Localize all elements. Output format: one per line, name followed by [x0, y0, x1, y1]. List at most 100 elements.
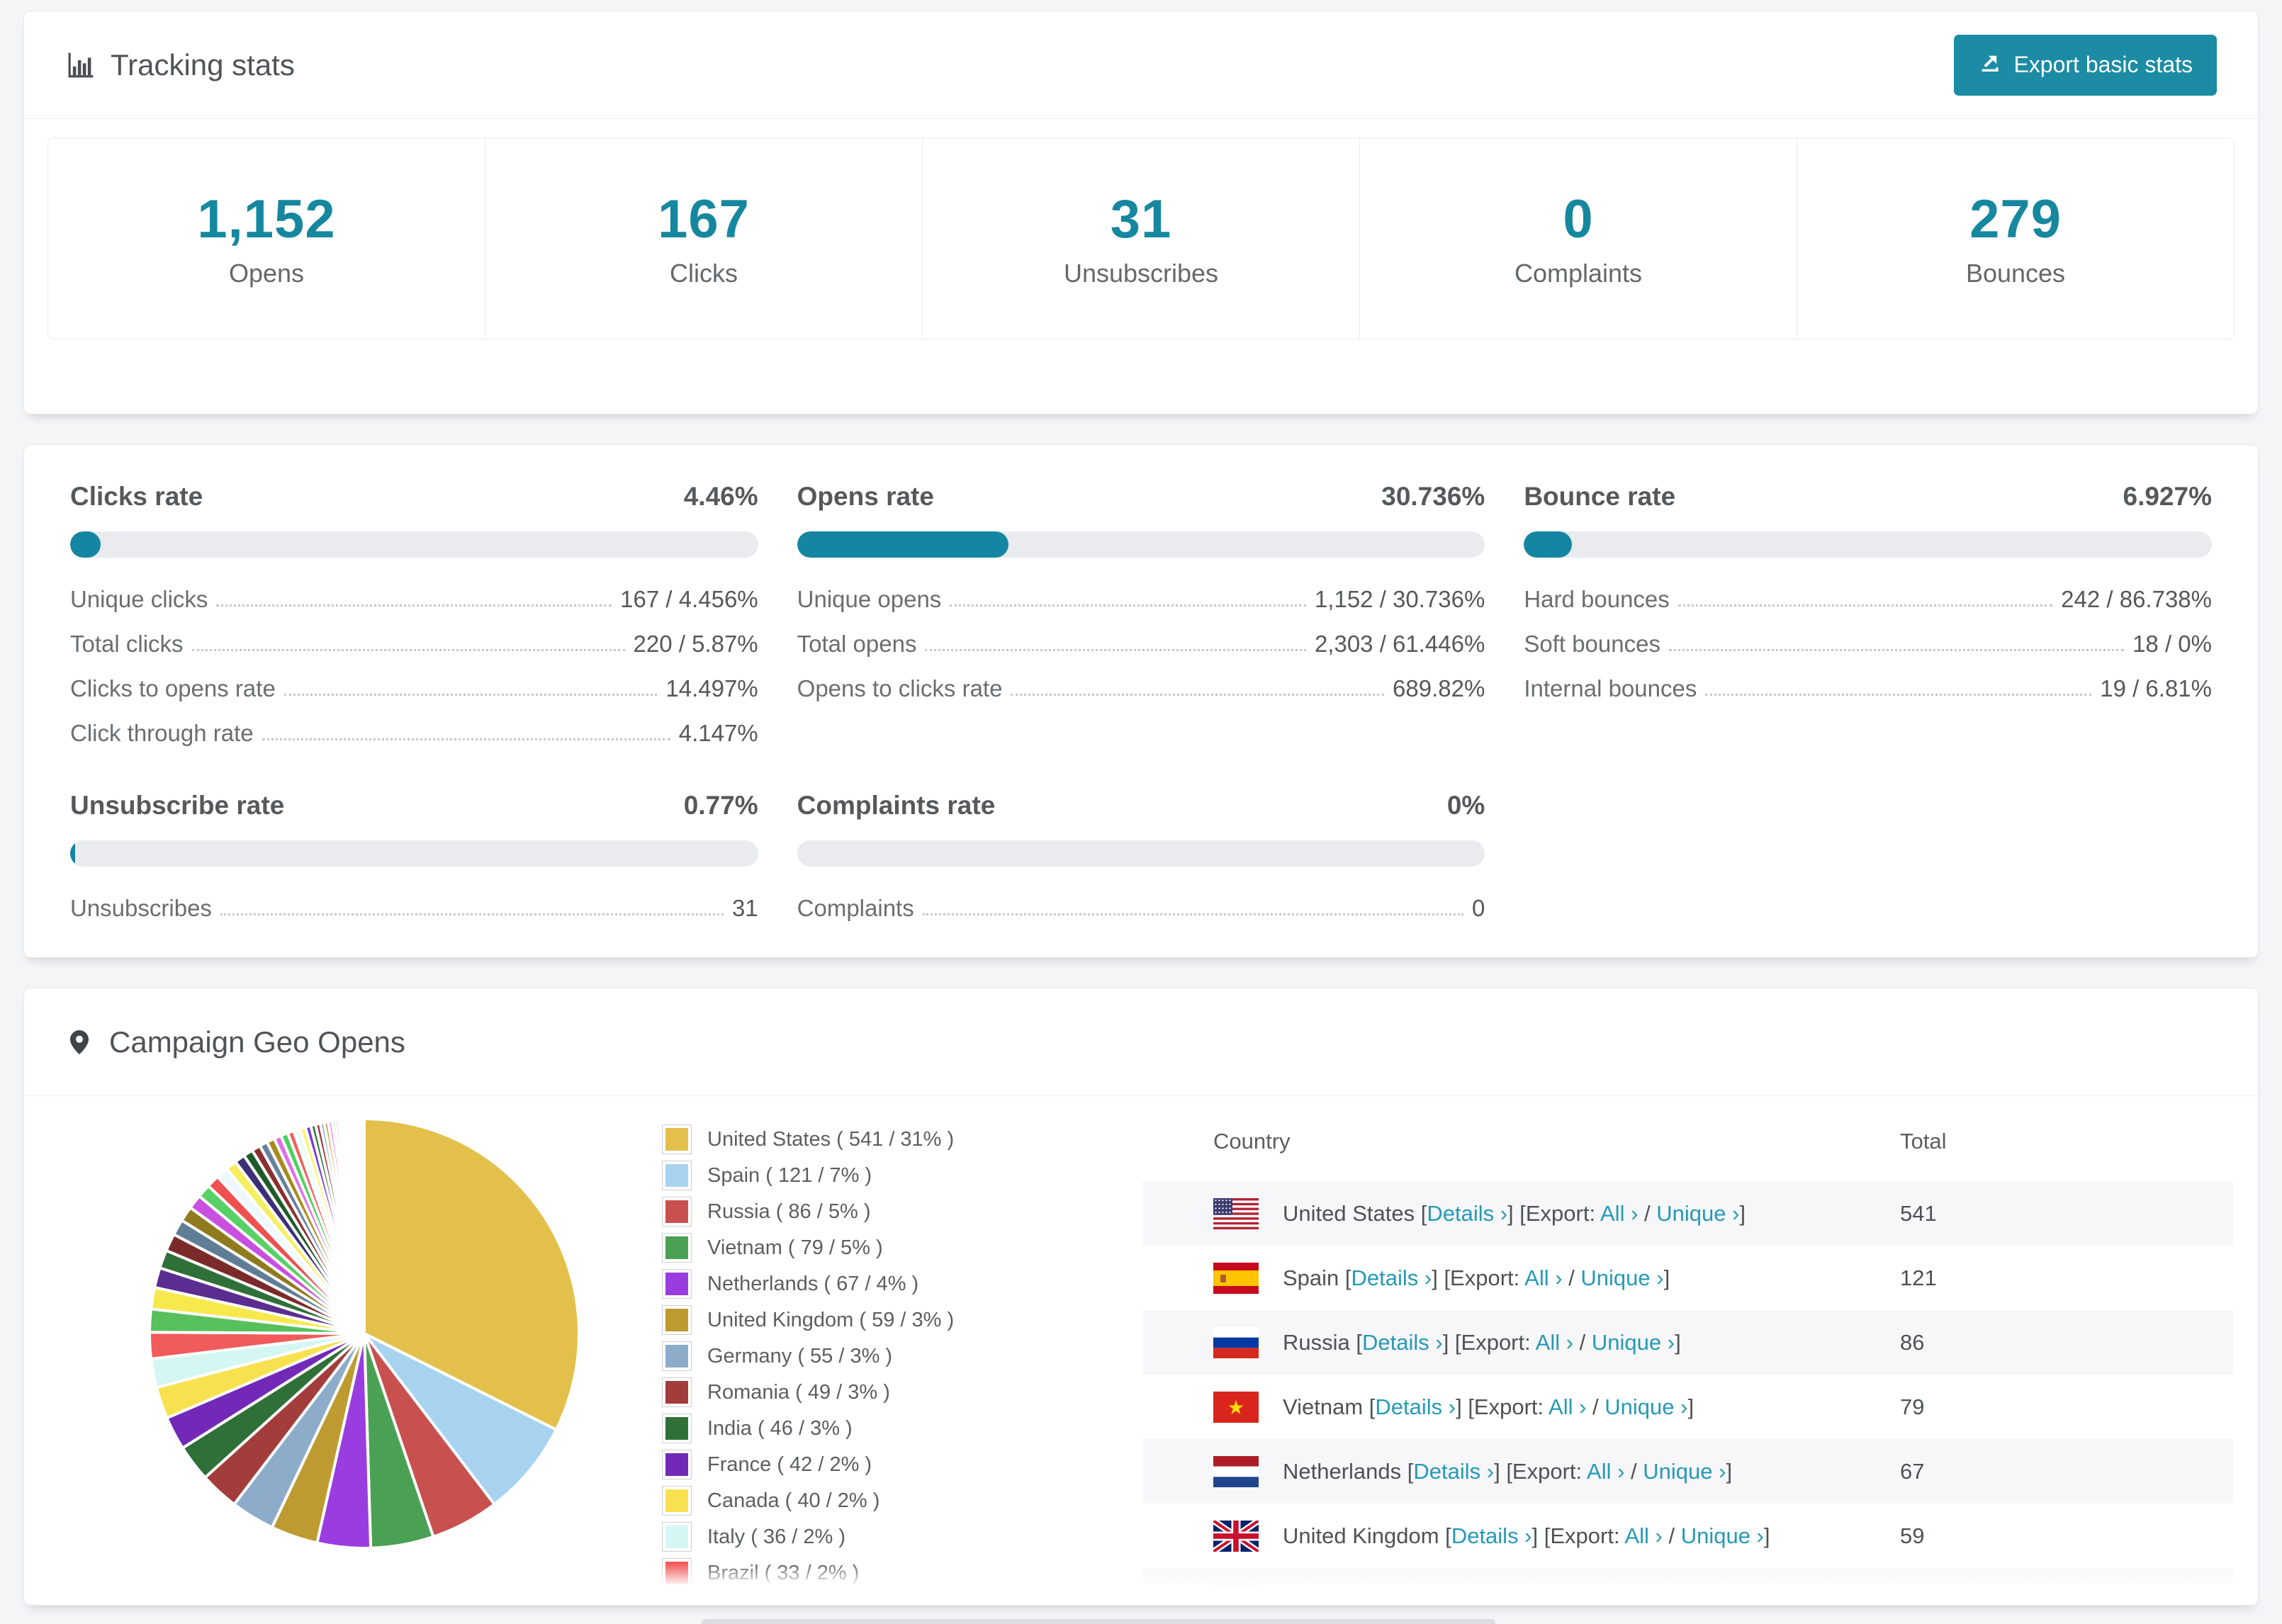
rate-value: 6.927%: [2123, 482, 2213, 511]
legend-label: France ( 42 / 2% ): [707, 1453, 872, 1476]
legend-item-netherlands: Netherlands ( 67 / 4% ): [662, 1269, 1080, 1299]
total-cell: 59: [1900, 1523, 1925, 1548]
country-links: Spain [Details ›] [Export: All › / Uniqu…: [1283, 1265, 1670, 1290]
rate-row: Click through rate 4.147%: [70, 720, 758, 747]
country-cell-content: Russia [Details ›] [Export: All › / Uniq…: [1213, 1326, 1900, 1358]
pie-slice-spain: [363, 1332, 558, 1506]
country-cell: Vietnam [Details ›] [Export: All › / Uni…: [1142, 1375, 1900, 1439]
details-link-nl[interactable]: Details ›: [1413, 1458, 1495, 1484]
export-unique-link-ru[interactable]: Unique ›: [1591, 1329, 1675, 1355]
stat-box-unsubscribes: 31 Unsubscribes: [923, 138, 1360, 339]
geo-title-wrap: Campaign Geo Opens: [65, 1025, 405, 1059]
dotted-leader: [1668, 649, 2125, 651]
flag-icon-ru: [1213, 1326, 1259, 1358]
legend-color-fill: [665, 1164, 688, 1187]
export-all-link-nl[interactable]: All ›: [1587, 1458, 1625, 1484]
export-basic-stats-button[interactable]: Export basic stats: [1954, 34, 2217, 96]
dotted-leader: [191, 649, 625, 651]
dotted-leader: [283, 694, 658, 696]
rate-head: Clicks rate 4.46%: [70, 482, 758, 512]
export-all-link-gb[interactable]: All ›: [1624, 1523, 1663, 1548]
legend-color-swatch: [662, 1522, 692, 1552]
country-cell-content: Netherlands [Details ›] [Export: All › /…: [1213, 1455, 1900, 1487]
rate-row-value: 2,303 / 61.446%: [1314, 631, 1485, 657]
legend-label: Canada ( 40 / 2% ): [707, 1489, 880, 1512]
country-links: Vietnam [Details ›] [Export: All › / Uni…: [1283, 1394, 1694, 1419]
export-unique-link-es[interactable]: Unique ›: [1580, 1265, 1664, 1290]
rate-row-label: Unique clicks: [70, 586, 208, 612]
country-cell: Germany [Details ›] [Export: All › / Uni…: [1142, 1568, 1900, 1606]
legend-item-canada: Canada ( 40 / 2% ): [662, 1486, 1080, 1516]
legend-color-fill: [665, 1453, 688, 1476]
stat-label: Opens: [228, 259, 305, 288]
legend-item-brazil: Brazil ( 33 / 2% ): [662, 1558, 1080, 1588]
export-unique-link-gb[interactable]: Unique ›: [1680, 1523, 1764, 1548]
rate-row: Clicks to opens rate 14.497%: [70, 675, 758, 702]
legend-color-swatch: [662, 1197, 692, 1227]
table-row-gb: United Kingdom [Details ›] [Export: All …: [1142, 1504, 2233, 1568]
country-cell-content: Spain [Details ›] [Export: All › / Uniqu…: [1213, 1262, 1900, 1294]
legend-item-vietnam: Vietnam ( 79 / 5% ): [662, 1233, 1080, 1263]
rate-rows: Unique clicks 167 / 4.456% Total clicks 220…: [70, 586, 758, 747]
dotted-leader: [216, 604, 612, 607]
total-cell: 79: [1900, 1394, 1925, 1419]
rate-row-value: 689.82%: [1393, 675, 1485, 701]
rate-row-label: Unsubscribes: [70, 895, 212, 921]
legend-label: Brazil ( 33 / 2% ): [707, 1561, 860, 1584]
details-link-gb[interactable]: Details ›: [1451, 1523, 1532, 1548]
details-link-ru[interactable]: Details ›: [1361, 1329, 1443, 1355]
dotted-leader: [262, 738, 670, 740]
geo-body: United States ( 541 / 31% ) Spain ( 121 /…: [24, 1096, 2258, 1606]
rate-value: 30.736%: [1381, 482, 1485, 511]
export-all-link-us[interactable]: All ›: [1600, 1200, 1639, 1226]
total-cell: 86: [1900, 1329, 1925, 1355]
legend-label: Italy ( 36 / 2% ): [707, 1525, 846, 1548]
stat-box-clicks: 167 Clicks: [485, 138, 923, 339]
export-unique-link-us[interactable]: Unique ›: [1656, 1200, 1740, 1226]
rates-grid: Clicks rate 4.46% Unique clicks 167 / 4.456…: [70, 482, 2212, 922]
horizontal-scrollbar-thumb[interactable]: [702, 1619, 1495, 1624]
rate-row: Unique clicks 167 / 4.456%: [70, 586, 758, 613]
rate-row-value: 220 / 5.87%: [633, 631, 758, 657]
geo-title: Campaign Geo Opens: [109, 1025, 405, 1059]
export-all-link-ru[interactable]: All ›: [1535, 1329, 1574, 1355]
legend-item-russia: Russia ( 86 / 5% ): [662, 1197, 1080, 1227]
legend-color-fill: [665, 1309, 688, 1331]
export-all-link-vn[interactable]: All ›: [1548, 1394, 1587, 1419]
export-all-link-es[interactable]: All ›: [1524, 1265, 1563, 1290]
legend-label: United Kingdom ( 59 / 3% ): [707, 1308, 955, 1331]
export-unique-link-nl[interactable]: Unique ›: [1643, 1458, 1726, 1484]
legend-color-fill: [665, 1526, 688, 1548]
legend-color-swatch: [662, 1558, 692, 1588]
rate-value: 0.77%: [683, 791, 758, 820]
legend-color-swatch: [662, 1341, 692, 1371]
dotted-leader: [1011, 694, 1385, 696]
legend-color-fill: [665, 1489, 688, 1512]
details-link-es[interactable]: Details ›: [1351, 1265, 1432, 1290]
details-link-us[interactable]: Details ›: [1427, 1200, 1508, 1226]
stat-label: Clicks: [670, 259, 738, 288]
legend-color-fill: [665, 1381, 688, 1404]
details-link-de[interactable]: Details ›: [1385, 1587, 1466, 1606]
legend-color-fill: [665, 1562, 688, 1584]
stat-value: 279: [1969, 189, 2062, 249]
stats-row: 1,152 Opens 167 Clicks 31 Unsubscribes 0 Compla…: [47, 137, 2235, 339]
rate-block-clicks-rate: Clicks rate 4.46% Unique clicks 167 / 4.456…: [70, 482, 758, 747]
legend-color-swatch: [662, 1269, 692, 1299]
legend-item-italy: Italy ( 36 / 2% ): [662, 1522, 1080, 1552]
legend-label: Netherlands ( 67 / 4% ): [707, 1272, 919, 1295]
export-unique-link-de[interactable]: Unique ›: [1614, 1587, 1698, 1606]
legend-color-swatch: [662, 1377, 692, 1407]
rate-row-value: 167 / 4.456%: [620, 586, 758, 612]
details-link-vn[interactable]: Details ›: [1375, 1394, 1456, 1419]
flag-icon-vn: [1213, 1391, 1259, 1423]
legend-item-germany: Germany ( 55 / 3% ): [662, 1341, 1080, 1371]
total-cell: 541: [1900, 1200, 1937, 1226]
export-unique-link-vn[interactable]: Unique ›: [1604, 1394, 1688, 1419]
progress-bar-fill: [1524, 531, 1572, 558]
country-cell-content: Vietnam [Details ›] [Export: All › / Uni…: [1213, 1391, 1900, 1423]
rate-title: Opens rate: [797, 482, 934, 511]
export-all-link-de[interactable]: All ›: [1558, 1587, 1597, 1606]
country-cell-content: Germany [Details ›] [Export: All › / Uni…: [1213, 1584, 1900, 1606]
legend-color-swatch: [662, 1450, 692, 1479]
